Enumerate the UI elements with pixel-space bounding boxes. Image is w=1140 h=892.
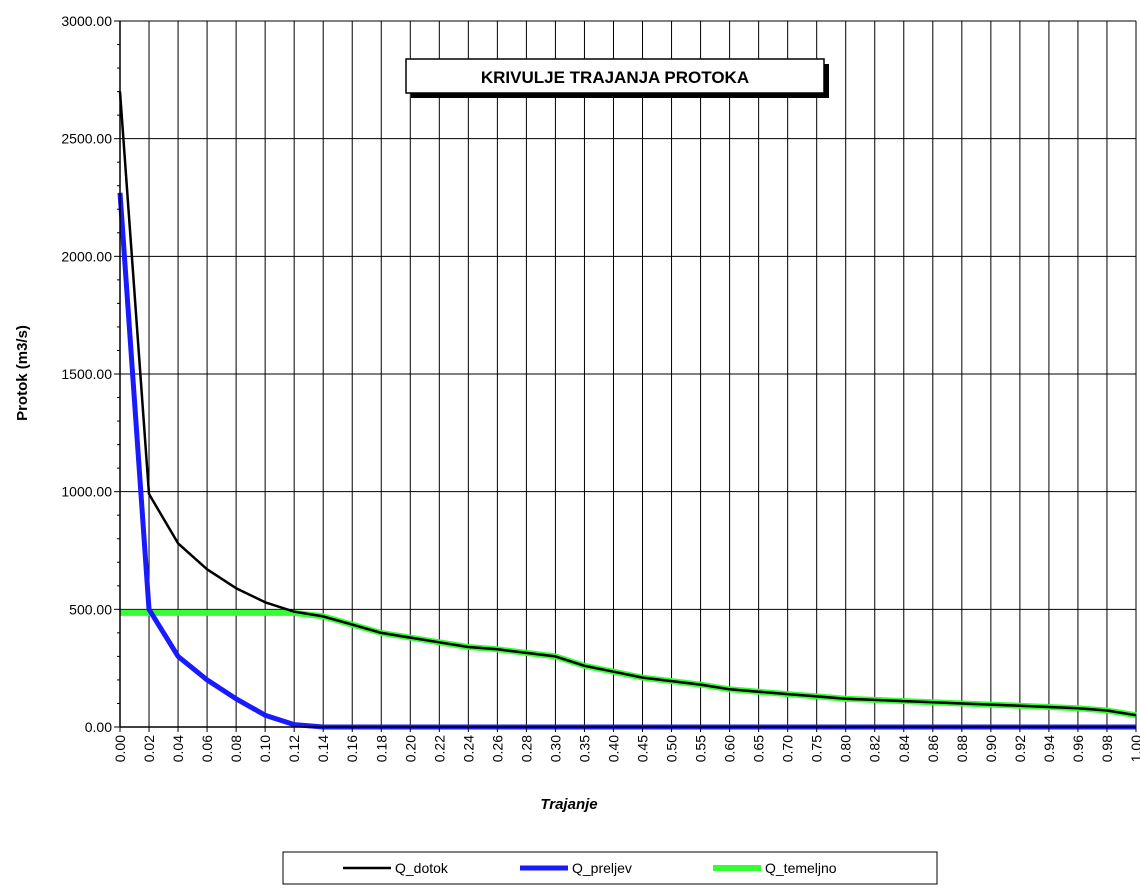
x-tick-label: 0.55 <box>693 735 709 762</box>
y-tick-label: 2000.00 <box>61 248 112 264</box>
x-tick-label: 0.80 <box>838 735 854 762</box>
x-axis-ticks: 0.00 0.02 0.04 0.06 0.08 0.10 0.12 0.14 0.16 0.18… <box>112 735 1140 762</box>
x-tick-label: 0.22 <box>431 735 447 762</box>
legend-label: Q_temeljno <box>765 860 837 876</box>
x-tick-label: 0.24 <box>460 735 476 762</box>
x-tick-label: 0.90 <box>983 735 999 762</box>
x-tick-label: 0.84 <box>896 735 912 762</box>
x-tick-label: 0.08 <box>228 735 244 762</box>
y-tick-label: 500.00 <box>69 601 112 617</box>
x-tick-label: 0.92 <box>1012 735 1028 762</box>
x-tick-label: 0.14 <box>315 735 331 762</box>
x-tick-label: 0.40 <box>605 735 621 762</box>
x-tick-label: 0.06 <box>199 735 215 762</box>
x-tick-label: 0.82 <box>867 735 883 762</box>
legend-label: Q_dotok <box>395 860 449 876</box>
x-tick-label: 0.02 <box>141 735 157 762</box>
y-axis-ticks: 0.00 500.00 1000.00 1500.00 2000.00 2500.00 30… <box>61 13 112 735</box>
x-tick-label: 0.30 <box>547 735 563 762</box>
gridlines <box>120 20 1137 728</box>
x-tick-label: 0.98 <box>1099 735 1115 762</box>
x-tick-label: 0.12 <box>286 735 302 762</box>
y-tick-label: 0.00 <box>85 719 112 735</box>
y-tick-label: 2500.00 <box>61 131 112 147</box>
chart-title: KRIVULJE TRAJANJA PROTOKA <box>481 68 749 87</box>
x-tick-label: 0.86 <box>925 735 941 762</box>
x-tick-label: 0.60 <box>722 735 738 762</box>
x-tick-label: 0.28 <box>518 735 534 762</box>
x-tick-label: 0.65 <box>751 735 767 762</box>
x-tick-label: 0.75 <box>809 735 825 762</box>
axes <box>114 20 1137 732</box>
x-tick-label: 0.45 <box>635 735 651 762</box>
x-tick-label: 0.18 <box>373 735 389 762</box>
chart-title-box: KRIVULJE TRAJANJA PROTOKA <box>405 58 829 98</box>
x-axis-label: Trajanje <box>540 796 597 813</box>
y-tick-label: 3000.00 <box>61 13 112 29</box>
x-tick-label: 0.94 <box>1041 735 1057 762</box>
x-tick-label: 1.00 <box>1128 735 1140 762</box>
x-tick-label: 0.26 <box>489 735 505 762</box>
y-tick-label: 1000.00 <box>61 484 112 500</box>
series-line-q-preljev <box>117 192 1136 730</box>
x-tick-label: 0.04 <box>170 735 186 762</box>
legend: Q_dotok Q_preljev Q_temeljno <box>282 851 938 885</box>
x-tick-label: 0.00 <box>112 735 128 762</box>
x-tick-label: 0.10 <box>257 735 273 762</box>
x-tick-label: 0.20 <box>402 735 418 762</box>
x-tick-label: 0.35 <box>576 735 592 762</box>
x-tick-label: 0.70 <box>780 735 796 762</box>
series-line-q-temeljno <box>120 609 1137 719</box>
x-tick-label: 0.88 <box>954 735 970 762</box>
x-tick-label: 0.50 <box>664 735 680 762</box>
legend-label: Q_preljev <box>572 860 632 876</box>
series-line-q-dotok <box>118 91 1137 717</box>
series-lines <box>117 91 1137 730</box>
x-tick-label: 0.16 <box>344 735 360 762</box>
y-axis-label: Protok (m3/s) <box>14 325 31 421</box>
y-tick-label: 1500.00 <box>61 366 112 382</box>
x-tick-label: 0.96 <box>1070 735 1086 762</box>
